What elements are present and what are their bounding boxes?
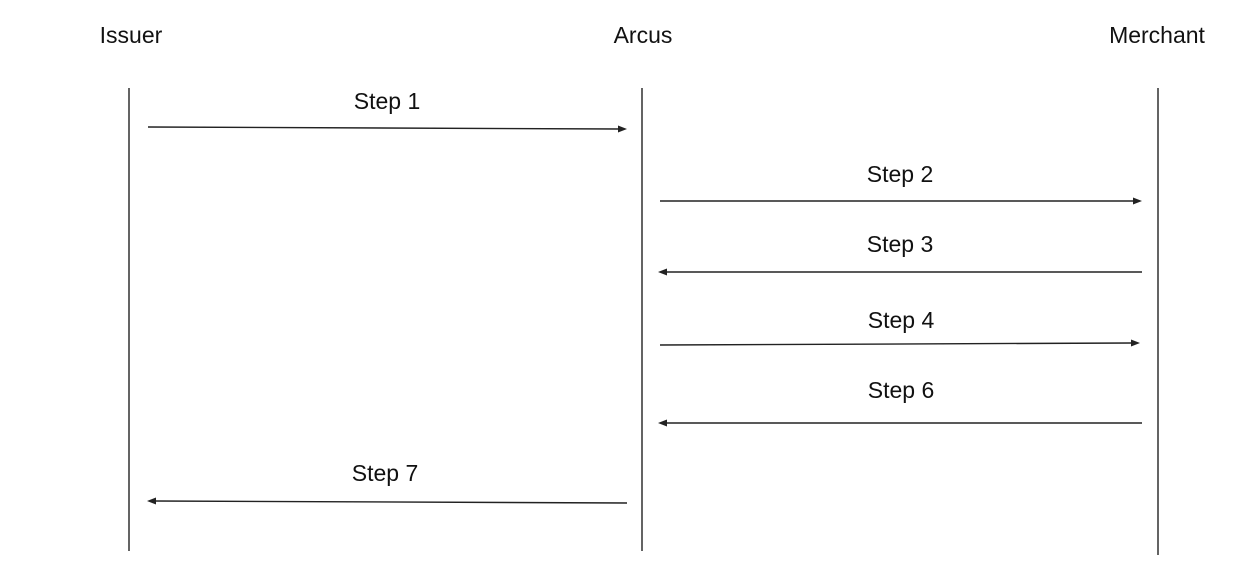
- message-label-step-6: Step 6: [868, 377, 935, 403]
- arrowhead-step-2: [1133, 197, 1142, 205]
- message-label-step-3: Step 3: [867, 231, 934, 257]
- message-step-4: Step 4: [659, 307, 1140, 347]
- arrowhead-step-3: [658, 268, 667, 276]
- message-step-6: Step 6: [658, 377, 1142, 427]
- message-step-3: Step 3: [658, 231, 1142, 276]
- arrowhead-step-7: [147, 497, 156, 505]
- message-arrow-step-7: [154, 500, 628, 504]
- message-step-7: Step 7: [147, 460, 628, 505]
- actor-label-issuer: Issuer: [100, 22, 163, 48]
- arrowhead-step-1: [618, 125, 627, 133]
- message-label-step-7: Step 7: [352, 460, 419, 486]
- actor-label-merchant: Merchant: [1109, 22, 1205, 48]
- message-arrow-step-1: [147, 126, 620, 130]
- message-label-step-2: Step 2: [867, 161, 934, 187]
- arrowhead-step-6: [658, 419, 667, 427]
- actor-label-arcus: Arcus: [614, 22, 673, 48]
- message-arrow-step-4: [659, 342, 1133, 346]
- message-step-2: Step 2: [660, 161, 1142, 205]
- message-step-1: Step 1: [147, 88, 627, 133]
- message-label-step-1: Step 1: [354, 88, 421, 114]
- arrowhead-step-4: [1131, 339, 1140, 347]
- message-label-step-4: Step 4: [868, 307, 935, 333]
